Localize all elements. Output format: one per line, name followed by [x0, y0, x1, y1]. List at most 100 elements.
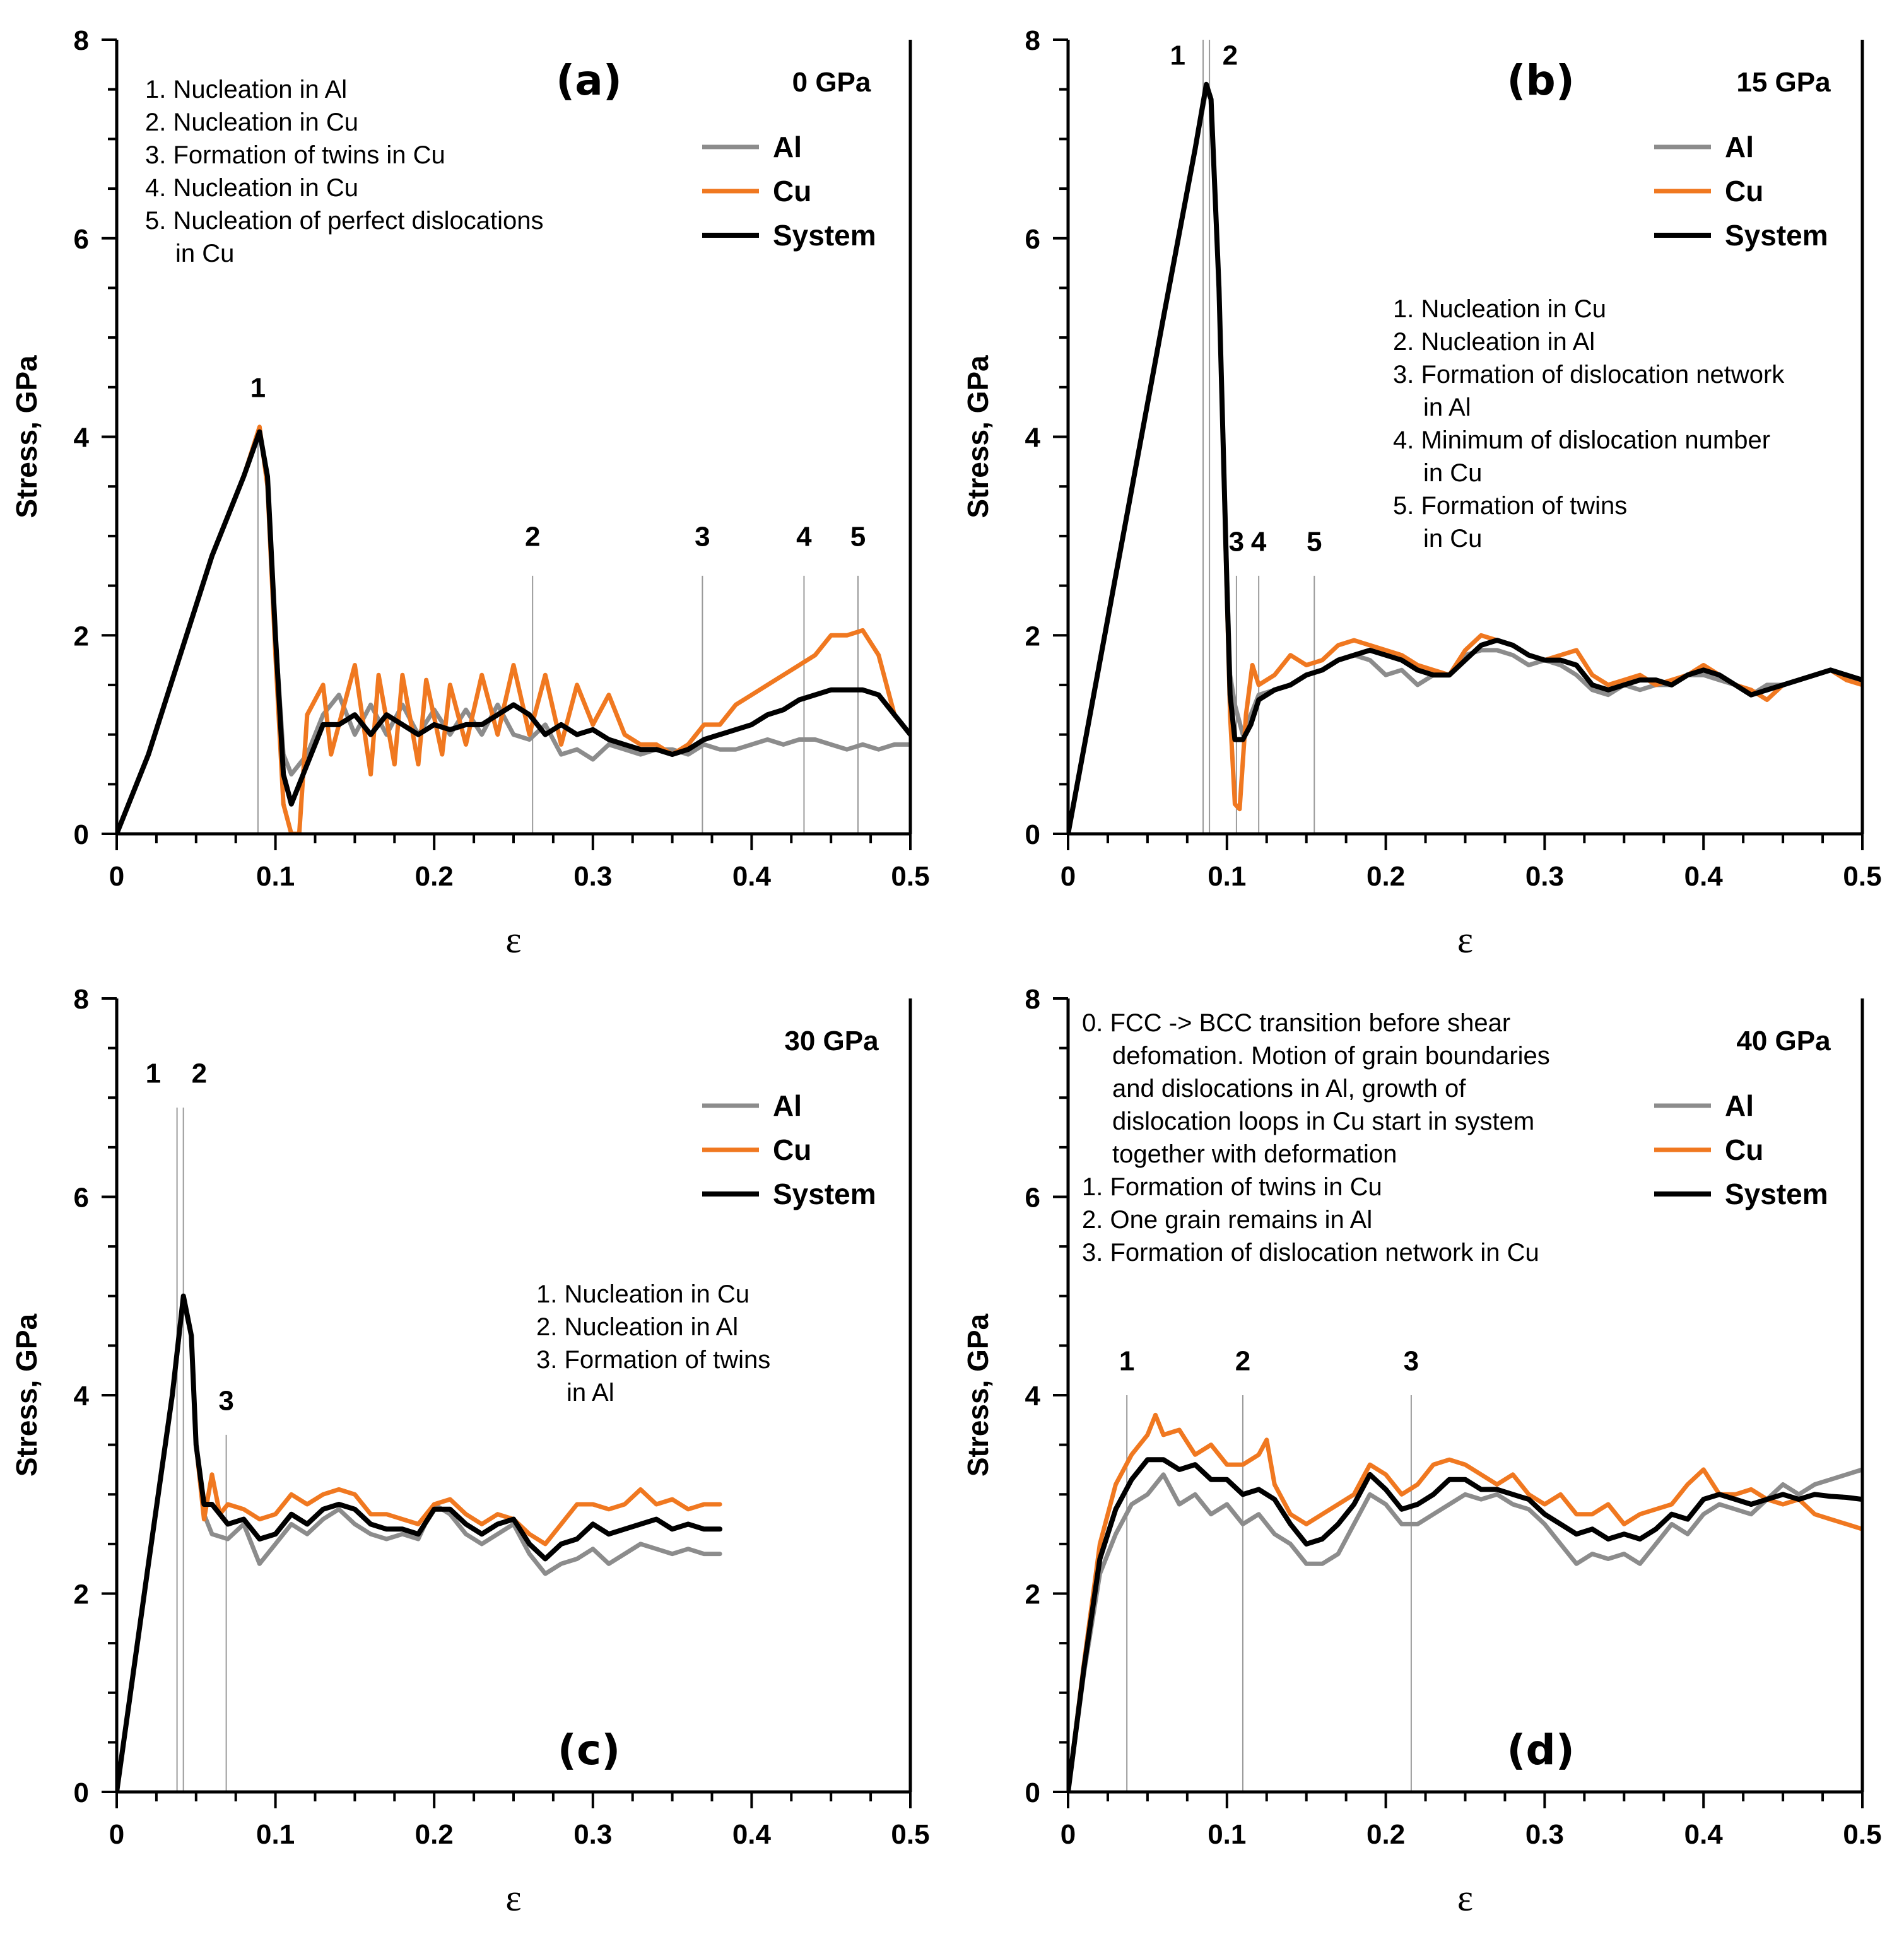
- legend-label-system: System: [1725, 219, 1828, 252]
- y-tick-label: 0: [74, 819, 89, 850]
- pressure-label: 0 GPa: [792, 67, 871, 98]
- event-marker-label: 3: [1404, 1346, 1419, 1377]
- annotation-note: 3. Formation of twins: [536, 1346, 770, 1374]
- annotation-note: defomation. Motion of grain boundaries: [1112, 1042, 1550, 1070]
- legend-label-system: System: [773, 1178, 876, 1210]
- annotation-note: in Cu: [175, 240, 234, 267]
- y-axis-label: Stress, GPa: [10, 1313, 43, 1477]
- x-axis-label: ε: [505, 919, 521, 961]
- y-tick-label: 6: [74, 224, 89, 255]
- series-line-cu: [117, 424, 910, 834]
- y-tick-label: 0: [1025, 1777, 1040, 1808]
- legend-label-system: System: [773, 219, 876, 252]
- pressure-label: 40 GPa: [1736, 1026, 1831, 1056]
- event-marker-label: 3: [218, 1386, 233, 1417]
- x-tick-label: 0.3: [573, 861, 612, 892]
- panel-title: (a): [556, 56, 622, 105]
- legend-label-cu: Cu: [1725, 1133, 1763, 1166]
- x-tick-label: 0.5: [1843, 1819, 1881, 1850]
- event-marker-label: 5: [1307, 526, 1322, 557]
- y-axis-label: Stress, GPa: [10, 355, 43, 518]
- x-tick-label: 0.1: [1208, 861, 1246, 892]
- panel-title: (d): [1507, 1726, 1575, 1774]
- x-tick-label: 0.2: [1366, 1819, 1405, 1850]
- x-tick-label: 0.2: [415, 861, 454, 892]
- y-tick-label: 0: [74, 1777, 89, 1808]
- event-marker-label: 1: [146, 1058, 161, 1089]
- legend-label-cu: Cu: [1725, 175, 1763, 208]
- event-marker-label: 5: [850, 522, 866, 553]
- annotation-note: 5. Formation of twins: [1393, 492, 1627, 520]
- series-line-system: [1068, 1457, 1862, 1792]
- annotation-note: 1. Nucleation in Cu: [536, 1280, 749, 1308]
- x-tick-label: 0: [109, 1819, 124, 1850]
- panel-title: (b): [1507, 56, 1575, 105]
- y-tick-label: 4: [74, 423, 90, 454]
- legend-label-al: Al: [773, 131, 802, 163]
- annotation-note: 4. Minimum of dislocation number: [1393, 426, 1770, 454]
- legend-label-cu: Cu: [773, 1133, 811, 1166]
- x-tick-label: 0.2: [415, 1819, 454, 1850]
- event-marker-label: 2: [1223, 40, 1238, 71]
- series-line-cu: [117, 1294, 722, 1792]
- pressure-label: 15 GPa: [1736, 67, 1831, 98]
- annotation-note: 2. Nucleation in Al: [536, 1313, 738, 1341]
- chart-panel-d: 1 2 3 0 2 4 6 8 0 0.1 0.2 0.3 0.4 0.5 ε Stress, GPa (d) 4…: [961, 984, 1882, 1919]
- annotation-note: 2. One grain remains in Al: [1082, 1206, 1372, 1234]
- event-marker-label: 2: [1235, 1346, 1250, 1377]
- x-tick-label: 0: [109, 861, 124, 892]
- x-tick-label: 0.5: [1843, 861, 1881, 892]
- series-line-al: [1068, 1467, 1862, 1792]
- annotation-note: 1. Nucleation in Cu: [1393, 295, 1606, 323]
- annotation-note: in Al: [567, 1379, 614, 1407]
- annotation-note: in Cu: [1423, 525, 1482, 553]
- series-group: [1068, 1412, 1862, 1792]
- chart-panel-a: 1 2 3 4 5 0 2 4 6 8 0 0.1 0.2 0.3 0.4 0.5 ε Stress, GPa (a…: [10, 25, 930, 961]
- y-tick-label: 4: [74, 1381, 90, 1412]
- annotation-note: 3. Formation of dislocation network: [1393, 361, 1785, 389]
- x-tick-label: 0.3: [1525, 1819, 1564, 1850]
- annotation-note: 1. Nucleation in Al: [145, 76, 347, 103]
- y-tick-label: 4: [1025, 423, 1041, 454]
- x-tick-label: 0.3: [1525, 861, 1564, 892]
- y-tick-label: 8: [1025, 25, 1040, 56]
- series-line-system: [117, 1293, 723, 1792]
- x-tick-label: 0.5: [891, 1819, 929, 1850]
- x-tick-label: 0.3: [573, 1819, 612, 1850]
- annotation-note: in Cu: [1423, 459, 1482, 487]
- event-marker-label: 2: [192, 1058, 207, 1089]
- annotation-note: 3. Formation of twins in Cu: [145, 141, 445, 169]
- event-marker-label: 1: [250, 373, 266, 404]
- series-line-system: [1068, 81, 1862, 834]
- x-tick-label: 0.5: [891, 861, 929, 892]
- series-line-al: [117, 1299, 722, 1792]
- annotation-note: 2. Nucleation in Cu: [145, 108, 358, 136]
- legend-label-al: Al: [773, 1089, 802, 1122]
- event-marker-label: 2: [525, 522, 540, 553]
- series-group: [1068, 81, 1862, 834]
- legend-label-system: System: [1725, 1178, 1828, 1210]
- x-axis-label: ε: [1457, 1877, 1473, 1919]
- event-marker-label: 4: [1251, 526, 1267, 557]
- legend-label-al: Al: [1725, 1089, 1754, 1122]
- x-tick-label: 0: [1061, 1819, 1076, 1850]
- annotation-note: in Al: [1423, 394, 1471, 421]
- y-tick-label: 2: [1025, 621, 1040, 652]
- annotation-note: 1. Formation of twins in Cu: [1082, 1173, 1382, 1201]
- annotation-note: 3. Formation of dislocation network in C…: [1082, 1239, 1539, 1267]
- annotation-note: 2. Nucleation in Al: [1393, 328, 1595, 356]
- event-marker-label: 1: [1170, 40, 1185, 71]
- x-tick-label: 0.2: [1366, 861, 1405, 892]
- event-marker-label: 1: [1119, 1346, 1134, 1377]
- pressure-label: 30 GPa: [784, 1026, 879, 1056]
- annotation-note: together with deformation: [1112, 1140, 1397, 1168]
- y-tick-label: 8: [1025, 984, 1040, 1015]
- x-tick-label: 0.4: [1684, 861, 1724, 892]
- y-tick-label: 8: [74, 25, 89, 56]
- annotation-note: 0. FCC -> BCC transition before shear: [1082, 1009, 1510, 1037]
- legend-label-al: Al: [1725, 131, 1754, 163]
- annotation-note: and dislocations in Al, growth of: [1112, 1075, 1466, 1103]
